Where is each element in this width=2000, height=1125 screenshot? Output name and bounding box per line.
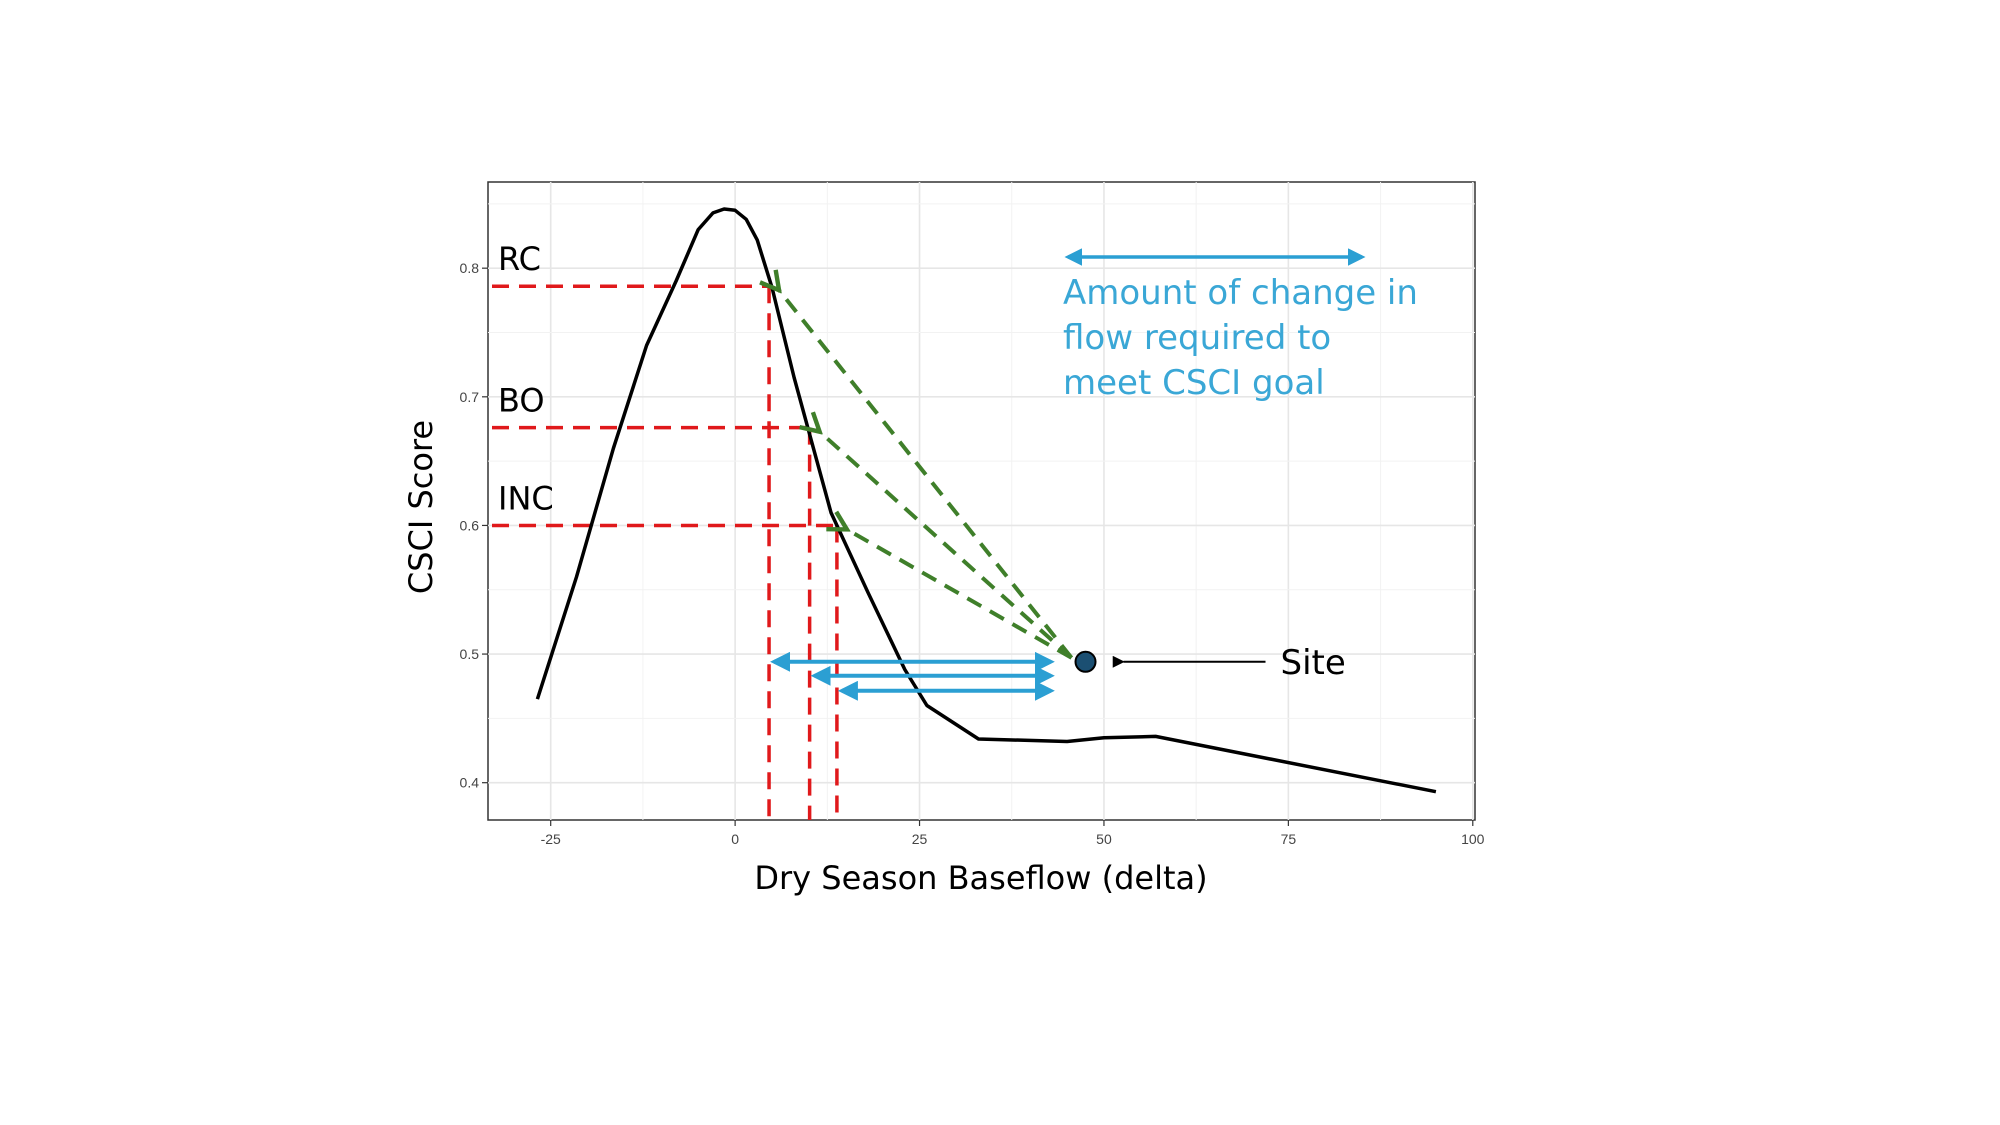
legend-text-line-3: meet CSCI goal [1063, 363, 1325, 403]
y-tick-label: 0.6 [460, 517, 480, 533]
goal-label-bo: BO [498, 382, 545, 420]
y-tick-label: 0.8 [460, 260, 480, 276]
x-tick-label: 0 [731, 831, 739, 847]
goal-threshold-lines: RC BO INC [492, 240, 839, 820]
y-axis-title: CSCI Score [402, 420, 440, 594]
site-label: Site [1281, 643, 1346, 683]
y-tick-label: 0.5 [460, 646, 480, 662]
y-tick-label: 0.4 [460, 775, 480, 791]
legend-text-line-2: flow required to [1063, 318, 1331, 358]
x-tick-label: 50 [1096, 831, 1112, 847]
site-point [1074, 650, 1097, 673]
green-arrow-inc [847, 529, 1073, 660]
y-tick-label: 0.7 [460, 389, 480, 405]
x-tick-label: 25 [912, 831, 928, 847]
green-arrow-rc [779, 290, 1074, 660]
x-tick-label: 75 [1281, 831, 1297, 847]
x-axis-title: Dry Season Baseflow (delta) [754, 859, 1207, 897]
axis-ticks: -25 0 25 50 75 100 0.4 0.5 0.6 0.7 0.8 [460, 260, 1485, 847]
green-goal-arrows [779, 290, 1074, 660]
x-tick-label: 100 [1461, 831, 1485, 847]
goal-label-inc: INC [498, 479, 554, 517]
goal-label-rc: RC [498, 240, 541, 278]
blue-change-arrows [770, 651, 1055, 701]
plot-panel [487, 181, 1476, 821]
legend-text-line-1: Amount of change in [1063, 273, 1418, 313]
green-arrow-bo [820, 432, 1073, 660]
csci-curve [535, 207, 1437, 794]
x-tick-label: -25 [541, 831, 561, 847]
